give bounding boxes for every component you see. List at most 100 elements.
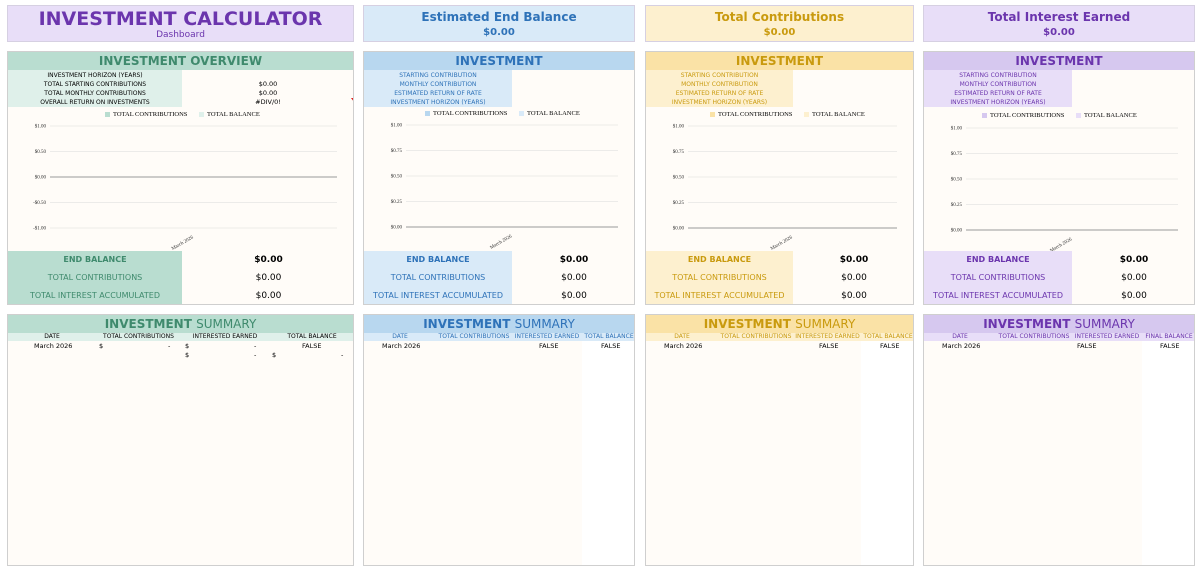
summary-dollar-cell: $: [185, 351, 190, 359]
investment-1-label: MONTHLY CONTRIBUTION: [399, 81, 477, 88]
investment-1-legend: TOTAL CONTRIBUTIONS TOTAL BALANCE: [425, 110, 590, 117]
overview-label: TOTAL MONTHLY CONTRIBUTIONS: [44, 90, 146, 97]
overview-label: TOTAL STARTING CONTRIBUTIONS: [43, 81, 147, 88]
investment-panel-1: INVESTMENT STARTING CONTRIBUTION MONTHLY…: [363, 51, 635, 305]
summary-dash-cell: -: [254, 351, 257, 359]
investment-1-balance-label-bg: [364, 251, 512, 304]
summary-balance-col-bg: [861, 341, 913, 565]
investment-2-legend: TOTAL CONTRIBUTIONS TOTAL BALANCE: [710, 111, 875, 118]
overview-title: INVESTMENT OVERVIEW: [8, 52, 353, 70]
summary-title-light: SUMMARY: [795, 317, 856, 331]
error-flag-icon: [351, 98, 353, 102]
legend-item: TOTAL CONTRIBUTIONS: [425, 110, 507, 117]
investment-2-interest-label: TOTAL INTEREST ACCUMULATED: [654, 291, 785, 300]
investment-2-label: MONTHLY CONTRIBUTION: [681, 81, 758, 88]
investment-2-contributions-value: $0.00: [841, 273, 867, 283]
summary-title-light: SUMMARY: [1074, 317, 1135, 331]
investment-2-end-balance-value: $0.00: [839, 255, 869, 265]
total-contributions-label: Total Contributions: [714, 10, 845, 24]
legend-item: TOTAL BALANCE: [1076, 112, 1137, 119]
summary-3-title: INVESTMENT SUMMARY: [924, 315, 1194, 333]
summary-panel-2: INVESTMENT SUMMARY DATE TOTAL CONTRIBUTI…: [645, 314, 914, 566]
summary-date-cell: March 2026: [34, 342, 73, 350]
legend-label: TOTAL BALANCE: [527, 110, 580, 117]
summary-header-bg: [646, 333, 913, 341]
investment-1-title: INVESTMENT: [364, 52, 634, 70]
chart-category-label: March 2026: [489, 234, 513, 251]
legend-label: TOTAL CONTRIBUTIONS: [433, 110, 508, 117]
summary-title-bold: INVESTMENT: [104, 317, 192, 331]
summary-1-title: INVESTMENT SUMMARY: [364, 315, 634, 333]
summary-interest-cell: FALSE: [819, 342, 839, 350]
summary-date-cell: March 2026: [664, 342, 703, 350]
chart-tick-label: $0.00: [951, 229, 963, 234]
summary-dollar-cell: $: [185, 342, 190, 350]
chart-category-label: March 2026: [770, 235, 794, 252]
legend-label: TOTAL CONTRIBUTIONS: [718, 111, 793, 118]
summary-header-bg: [8, 333, 353, 341]
investment-panel-3: INVESTMENT STARTING CONTRIBUTION MONTHLY…: [923, 51, 1195, 305]
investment-3-interest-value: $0.00: [1121, 291, 1147, 301]
summary-dash-cell: -: [341, 351, 344, 359]
investment-2-balance-label-bg: [646, 251, 793, 304]
chart-tick-label: $0.50: [673, 176, 685, 181]
investment-3-contributions-value: $0.00: [1121, 273, 1147, 283]
summary-header-bg: [924, 333, 1194, 341]
summary-panel-overview: INVESTMENT SUMMARY DATE TOTAL CONTRIBUTI…: [7, 314, 354, 566]
legend-swatch: [519, 111, 525, 117]
summary-col-date: DATE: [44, 333, 60, 340]
chart-tick-label: -$1.00: [33, 227, 46, 232]
summary-title-bold: INVESTMENT: [703, 317, 791, 331]
summary-title-light: SUMMARY: [196, 317, 257, 331]
investment-3-label-bg: [924, 70, 1072, 107]
overview-legend: TOTAL CONTRIBUTIONS TOTAL BALANCE: [105, 111, 270, 118]
summary-col-balance: TOTAL BALANCE: [584, 333, 634, 340]
legend-swatch: [710, 112, 715, 118]
investment-panel-2: INVESTMENT STARTING CONTRIBUTION MONTHLY…: [645, 51, 914, 305]
legend-label: TOTAL BALANCE: [1084, 112, 1137, 119]
chart-tick-label: $0.25: [673, 201, 685, 206]
page-subtitle: Dashboard: [156, 30, 205, 40]
total-interest-label: Total Interest Earned: [987, 10, 1131, 24]
investment-1-end-balance-value: $0.00: [559, 255, 589, 265]
summary-dollar-cell: $: [99, 342, 104, 350]
summary-dash-cell: -: [254, 342, 257, 350]
summary-title-light: SUMMARY: [514, 317, 575, 331]
page-title: INVESTMENT CALCULATOR: [38, 8, 323, 30]
summary-header-bg: [364, 333, 634, 341]
overview-label: INVESTMENT HORIZON (YEARS): [47, 72, 143, 79]
summary-dash-cell: -: [168, 342, 171, 350]
chart-tick-label: $0.75: [673, 150, 685, 155]
chart-tick-label: $0.00: [391, 226, 403, 231]
summary-overview-title: INVESTMENT SUMMARY: [8, 315, 353, 333]
summary-col-contributions: TOTAL CONTRIBUTIONS: [720, 333, 792, 340]
summary-date-cell: March 2026: [382, 342, 421, 350]
investment-2-contributions-label: TOTAL CONTRIBUTIONS: [672, 273, 767, 282]
chart-tick-label: $0.25: [951, 203, 963, 208]
summary-col-contributions: TOTAL CONTRIBUTIONS: [438, 333, 510, 340]
summary-col-contributions: TOTAL CONTRIBUTIONS: [998, 333, 1070, 340]
investment-1-contributions-label: TOTAL CONTRIBUTIONS: [390, 273, 486, 282]
overview-value: $0.00: [258, 89, 278, 97]
chart-tick-label: $1.00: [951, 127, 963, 132]
overview-chart: $1.00 $0.50 $0.00 -$0.50 -$1.00 March 2026: [33, 125, 337, 252]
total-interest-card: Total Interest Earned $0.00: [923, 5, 1195, 42]
chart-tick-label: $0.25: [391, 200, 403, 205]
investment-2-interest-value: $0.00: [841, 291, 867, 301]
end-balance-value: $0.00: [483, 27, 515, 38]
overview-label: OVERALL RETURN ON INVESTMENTS: [40, 99, 150, 106]
summary-col-interest: INTERESTED EARNED: [1074, 333, 1140, 340]
legend-swatch: [105, 112, 110, 118]
summary-col-interest: INTERESTED EARNED: [192, 333, 258, 340]
investment-1-label: INVESTMENT HORIZON (YEARS): [390, 99, 486, 106]
investment-1-label: ESTIMATED RETURN OF RATE: [394, 90, 482, 97]
investment-2-label-bg: [646, 70, 793, 107]
end-balance-card: Estimated End Balance $0.00: [363, 5, 635, 42]
chart-tick-label: $1.00: [673, 125, 685, 130]
overview-end-balance-value: $0.00: [254, 255, 283, 265]
chart-tick-label: $0.50: [391, 175, 403, 180]
legend-item: TOTAL BALANCE: [519, 110, 580, 117]
investment-1-label: STARTING CONTRIBUTION: [399, 72, 477, 79]
chart-tick-label: $1.00: [391, 124, 403, 129]
